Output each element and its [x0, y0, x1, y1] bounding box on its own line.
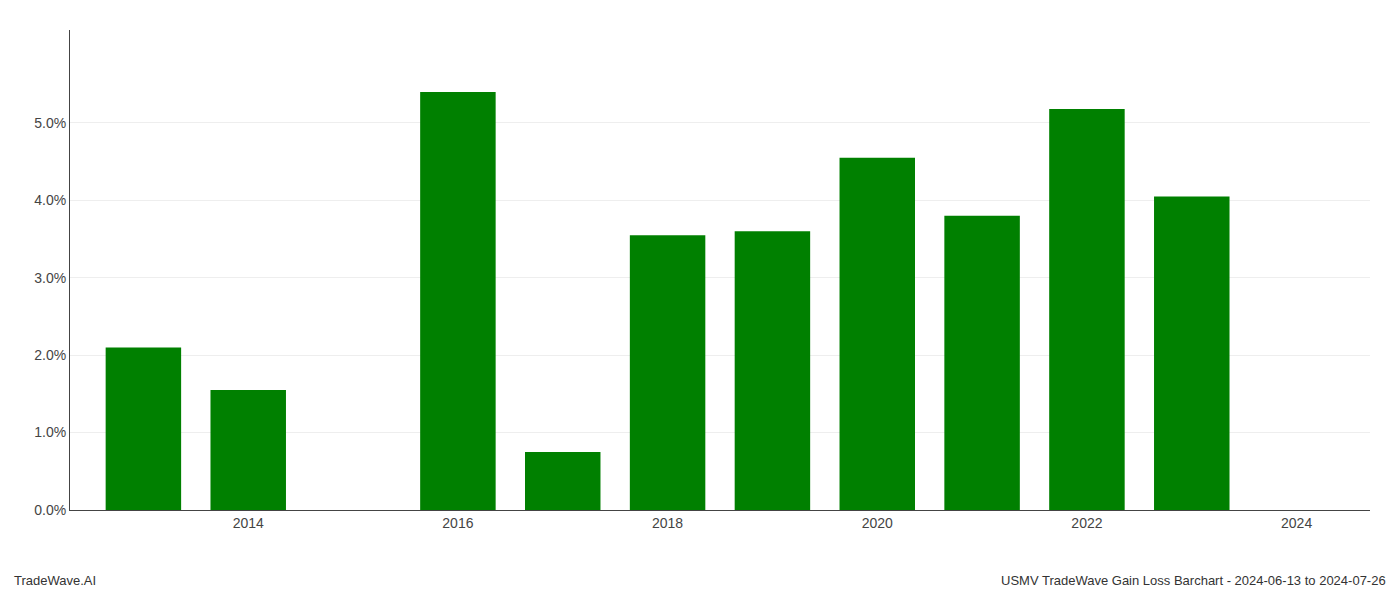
svg-text:2.0%: 2.0%	[34, 347, 66, 363]
svg-text:USMV TradeWave Gain Loss Barch: USMV TradeWave Gain Loss Barchart - 2024…	[1001, 573, 1386, 588]
svg-text:1.0%: 1.0%	[34, 424, 66, 440]
svg-text:2022: 2022	[1071, 515, 1102, 531]
svg-text:TradeWave.AI: TradeWave.AI	[14, 573, 96, 588]
svg-text:2024: 2024	[1281, 515, 1312, 531]
svg-text:4.0%: 4.0%	[34, 192, 66, 208]
svg-text:5.0%: 5.0%	[34, 115, 66, 131]
svg-text:2020: 2020	[862, 515, 893, 531]
svg-text:2014: 2014	[233, 515, 264, 531]
svg-text:0.0%: 0.0%	[34, 502, 66, 518]
svg-text:2016: 2016	[442, 515, 473, 531]
svg-text:2018: 2018	[652, 515, 683, 531]
svg-text:3.0%: 3.0%	[34, 270, 66, 286]
